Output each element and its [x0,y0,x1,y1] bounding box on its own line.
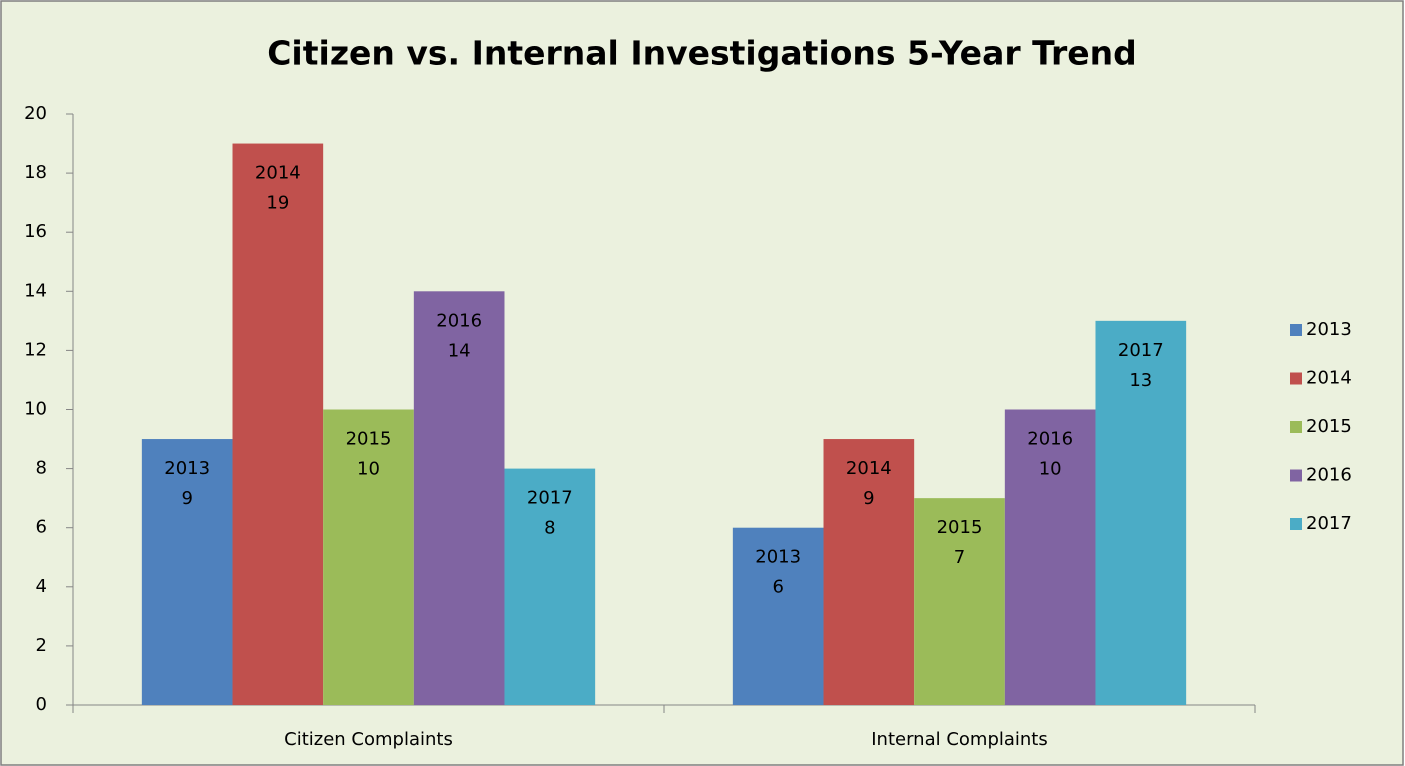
y-tick-label: 14 [24,280,47,301]
data-label: 9 [863,488,874,509]
data-label: 8 [544,518,555,539]
data-label-series: 2015 [346,429,392,450]
legend-swatch [1290,518,1302,530]
data-label-series: 2015 [937,517,983,538]
data-label: 14 [448,340,471,361]
bar [914,498,1005,705]
y-tick-label: 12 [24,339,47,360]
legend-swatch [1290,469,1302,482]
legend-label: 2015 [1306,416,1352,437]
y-tick-label: 18 [24,162,47,183]
data-label: 9 [181,488,192,509]
chart-title: Citizen vs. Internal Investigations 5-Ye… [267,34,1137,73]
bar [732,527,824,705]
data-label: 6 [772,577,783,598]
y-tick-label: 2 [36,635,47,656]
y-tick-label: 0 [36,694,47,715]
legend-label: 2017 [1306,513,1352,534]
bar [1004,409,1096,705]
y-tick-label: 20 [24,103,47,124]
data-label-series: 2017 [1118,340,1164,361]
bar [823,439,915,705]
data-label-series: 2013 [164,458,210,479]
data-label: 10 [357,459,380,480]
y-tick-label: 6 [36,517,47,538]
y-tick-label: 10 [24,399,47,420]
bar [1095,320,1187,705]
data-label: 19 [266,193,289,214]
y-tick-label: 8 [36,458,47,479]
legend-swatch [1290,324,1302,336]
y-tick-label: 4 [36,576,47,597]
data-label-series: 2013 [755,547,801,568]
bar [504,468,596,705]
legend-label: 2016 [1306,465,1352,486]
data-label: 10 [1039,459,1062,480]
data-label-series: 2014 [846,458,892,479]
bar [141,439,233,705]
data-label-series: 2016 [436,310,482,331]
y-tick-label: 16 [24,221,47,242]
data-label-series: 2017 [527,488,573,509]
legend-label: 2013 [1306,319,1352,340]
x-tick-label: Citizen Complaints [284,729,453,750]
bar [323,409,414,705]
x-tick-label: Internal Complaints [871,729,1048,750]
legend-swatch [1290,372,1302,385]
bar [413,291,505,705]
legend-label: 2014 [1306,368,1352,389]
bar [232,143,324,706]
data-label-series: 2014 [255,163,301,184]
data-label: 13 [1129,370,1152,391]
data-label: 7 [954,547,965,568]
legend-swatch [1290,421,1302,433]
data-label-series: 2016 [1027,429,1073,450]
